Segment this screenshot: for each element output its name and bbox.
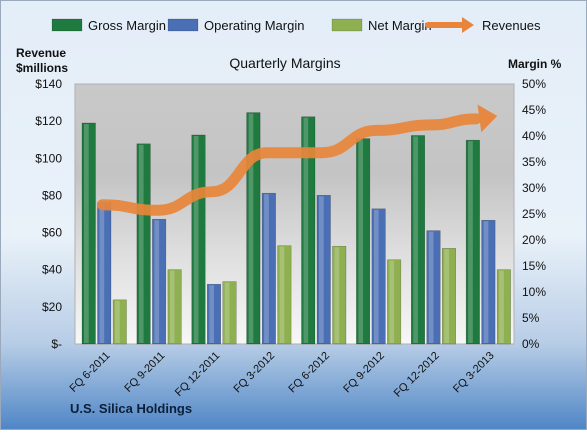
bar-net-margin <box>167 269 182 345</box>
revenue-arrowhead <box>477 104 498 133</box>
legend: Gross Margin Operating Margin Net Margin Re… <box>51 17 541 33</box>
bar-operating-margin <box>97 202 112 345</box>
chart-title: Quarterly Margins <box>229 55 340 71</box>
legend-swatch <box>331 18 363 32</box>
legend-arrowhead <box>462 17 474 33</box>
left-tick-label: $- <box>51 337 62 351</box>
right-tick-label: 0% <box>522 337 540 351</box>
bar-gross-margin <box>465 139 480 345</box>
right-tick-label: 5% <box>522 311 540 325</box>
legend-item-revenues: Revenues <box>425 17 541 33</box>
bar-operating-margin <box>371 208 386 345</box>
right-tick-label: 30% <box>522 181 546 195</box>
right-tick-label: 35% <box>522 155 546 169</box>
bar-net-margin <box>442 248 456 345</box>
legend-label: Gross Margin <box>88 18 166 33</box>
left-axis: $- $20 $40 $60 $80 $100 $120 $140 <box>35 77 62 351</box>
bar-operating-margin <box>481 219 496 345</box>
right-tick-label: 40% <box>522 129 546 143</box>
right-axis: 0% 5% 10% 15% 20% 25% 30% 35% 40% 45% 50% <box>522 77 546 351</box>
bar-gross-margin <box>136 143 151 345</box>
legend-label: Revenues <box>482 18 541 33</box>
right-tick-label: 20% <box>522 233 546 247</box>
bar-net-margin <box>332 245 347 345</box>
left-tick-label: $60 <box>42 226 62 240</box>
revenue-line <box>96 104 498 216</box>
bar-operating-margin <box>316 195 331 345</box>
bar-net-margin <box>496 269 511 345</box>
left-tick-label: $80 <box>42 188 62 202</box>
legend-item-operating-margin: Operating Margin <box>167 18 304 33</box>
left-tick-label: $20 <box>42 300 62 314</box>
bar-gross-margin <box>246 112 261 345</box>
legend-label: Net Margin <box>368 18 432 33</box>
legend-swatch <box>51 18 83 32</box>
left-tick-label: $120 <box>35 114 62 128</box>
right-tick-label: 25% <box>522 207 546 221</box>
bar-operating-margin <box>261 192 276 345</box>
right-axis-label: Margin % <box>508 57 562 71</box>
left-tick-label: $100 <box>35 151 62 165</box>
bar-gross-margin <box>411 135 425 345</box>
bar-operating-margin <box>152 218 167 345</box>
bar-net-margin <box>387 259 402 345</box>
bar-net-margin <box>112 299 127 345</box>
bar-gross-margin <box>301 116 316 345</box>
footer-company: U.S. Silica Holdings <box>70 401 192 416</box>
left-axis-label-line1: Revenue <box>16 46 66 60</box>
right-tick-label: 15% <box>522 259 546 273</box>
bar-operating-margin <box>426 230 441 345</box>
bar-net-margin <box>277 245 292 345</box>
right-tick-label: 10% <box>522 285 546 299</box>
left-axis-label-line2: $millions <box>16 61 68 75</box>
bar-gross-margin <box>81 122 96 345</box>
right-tick-label: 50% <box>522 77 546 91</box>
right-tick-label: 45% <box>522 103 546 117</box>
left-tick-label: $40 <box>42 263 62 277</box>
bar-net-margin <box>222 281 237 345</box>
revenue-line-path <box>96 113 482 216</box>
legend-label: Operating Margin <box>204 18 304 33</box>
bars <box>81 112 511 345</box>
bar-gross-margin <box>191 134 206 345</box>
legend-swatch <box>167 18 199 32</box>
legend-item-gross-margin: Gross Margin <box>51 18 166 33</box>
bar-gross-margin <box>356 138 371 345</box>
bar-operating-margin <box>207 283 221 345</box>
legend-item-net-margin: Net Margin <box>331 18 432 33</box>
left-tick-label: $140 <box>35 77 62 91</box>
